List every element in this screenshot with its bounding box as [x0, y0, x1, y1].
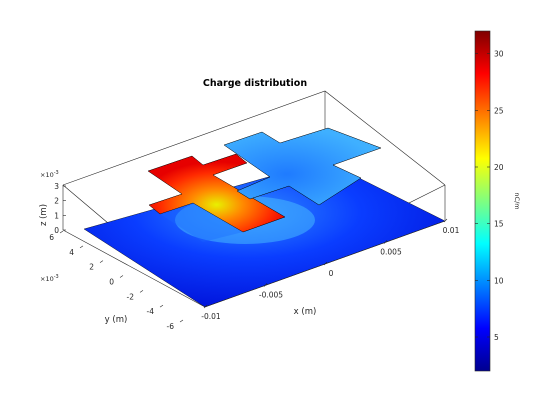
x-tick-mark	[203, 304, 208, 309]
y-tick-label: -2	[127, 292, 135, 301]
chart-title: Charge distribution	[203, 78, 307, 89]
y-tick-label: 0	[109, 278, 114, 287]
x-axis-ticks: -0.01 -0.005 0 0.005 0.01	[201, 218, 460, 321]
y-tick-mark	[179, 319, 184, 323]
colorbar-tick-label: 20	[494, 163, 504, 172]
y-tick-mark	[79, 245, 84, 249]
x-tick-label: 0.005	[380, 248, 402, 257]
colorbar-unit: nC/m	[513, 192, 521, 209]
z-axis-exponent: ×10-3	[40, 170, 59, 179]
colorbar	[474, 30, 491, 372]
cross-1-shadow	[160, 203, 243, 242]
y-tick-mark	[99, 260, 104, 263]
z-tick-label: 0	[54, 226, 59, 235]
colorbar-tick-label: 30	[494, 50, 504, 59]
y-tick-label: 4	[69, 248, 74, 257]
x-tick-mark	[383, 240, 388, 244]
colorbar-ticks: 5 10 15 20 25 30	[475, 50, 504, 342]
y-tick-label: -4	[147, 307, 155, 316]
z-tick-label: 1	[54, 211, 59, 220]
colorbar-tick-label: 25	[494, 106, 504, 115]
z-axis-label: z (m)	[39, 204, 49, 226]
y-tick-mark	[159, 304, 164, 308]
x-axis-label: x (m)	[294, 307, 317, 317]
y-tick-label: 2	[89, 263, 94, 272]
x-tick-label: 0.01	[443, 226, 460, 235]
cross-2-surface	[223, 127, 382, 206]
x-tick-label: 0	[329, 269, 334, 278]
z-axis-ticks: 0 1 2 3	[54, 182, 66, 235]
x-tick-mark	[323, 261, 328, 266]
colorbar-tick-label: 10	[494, 276, 504, 285]
y-tick-label: 6	[49, 233, 54, 242]
y-tick-mark	[59, 230, 64, 234]
y-tick-label: -6	[167, 322, 175, 331]
z-tick-label: 3	[54, 182, 59, 191]
y-axis-label: y (m)	[105, 315, 128, 325]
y-tick-mark	[139, 290, 144, 293]
x-tick-mark	[263, 283, 268, 287]
cross-1-surface	[147, 153, 286, 233]
z-tick-label: 2	[54, 197, 59, 206]
x-tick-label: -0.005	[259, 291, 283, 300]
colorbar-tick-label: 5	[494, 333, 499, 342]
y-tick-mark	[119, 275, 124, 278]
colorbar-tick-label: 15	[494, 220, 504, 229]
x-tick-mark	[443, 218, 448, 223]
x-tick-label: -0.01	[201, 312, 221, 321]
y-axis-ticks: 6 4 2 0 -2 -4 -6	[49, 230, 184, 331]
y-axis-exponent: ×10-3	[40, 274, 59, 283]
